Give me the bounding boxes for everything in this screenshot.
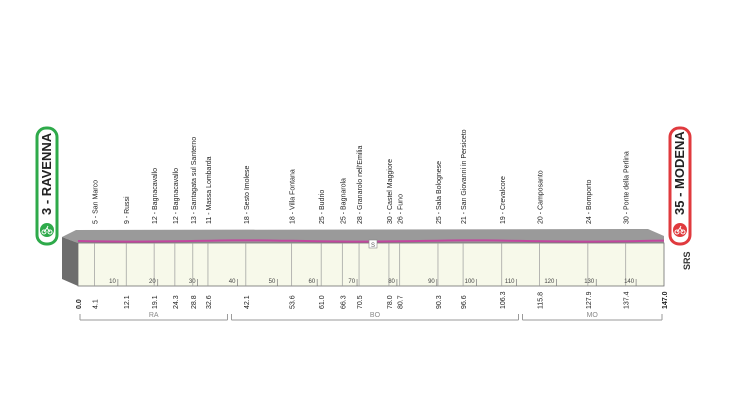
distance-label: 115.8 [538,292,545,309]
sprint-icon: S [368,239,378,249]
checkpoint-labels: 5 - San Marco 9 - Russi 12 - Bagnacavallo 1… [92,129,630,224]
finish-badge: 35 - MODENA [668,126,692,246]
checkpoint-label: 18 - Sesto Imolese [244,166,251,224]
tick-label: 30 [189,279,196,285]
checkpoint-label: 18 - Villa Fontana [290,169,297,224]
checkpoint-label: 12 - Bagnacavallo [173,168,180,224]
checkpoint-label: 24 - Bomporto [586,180,593,224]
distance-label: 96.6 [461,295,468,309]
checkpoint-label: 25 - Budrio [319,190,326,224]
bike-icon [41,225,53,235]
distance-label: 90.3 [436,295,443,309]
logo-srs: SRS [682,251,692,270]
tick-label: 60 [308,279,315,285]
terrain-top-face [62,229,664,243]
tick-label: 20 [149,279,156,285]
checkpoint-label: 9 - Russi [124,196,131,224]
tick-label: 110 [505,279,515,285]
distance-label: 61.0 [319,295,326,309]
svg-text:S: S [371,243,375,249]
checkpoint-label: 20 - Camposanto [538,170,545,224]
bike-icon [674,225,686,235]
tick-label: 10 [109,279,116,285]
axis-ticks: 10 20 30 40 50 60 70 80 90 100 110 120 130 140 [109,279,637,286]
tick-label: 70 [348,279,355,285]
checkpoint-label: 11 - Massa Lombarda [206,156,213,224]
distance-label: 106.3 [500,291,507,309]
distance-label: 66.3 [340,295,347,309]
distance-label: 12.1 [124,295,131,309]
tick-label: 40 [229,279,236,285]
tick-label: 80 [388,279,395,285]
distance-label: 70.5 [357,295,364,309]
tick-label: 50 [269,279,276,285]
distance-labels: 0.0 4.1 12.1 19.1 24.3 28.8 32.6 42.1 53.6 61.0 66… [76,291,669,309]
checkpoint-label: 30 - Castel Maggiore [387,159,394,224]
checkpoint-label: 19 - Crevalcore [500,176,507,224]
province-label: MO [587,312,599,319]
checkpoint-label: 13 - Santagata sul Santerno [191,137,198,224]
tick-label: 130 [584,279,595,285]
checkpoint-label: 12 - Bagnacavallo [152,168,159,224]
distance-label: 127.9 [586,291,593,309]
checkpoint-label: 26 - Funo [398,194,405,224]
distance-label: 137.4 [624,291,631,309]
checkpoint-label: 28 - Granarolo nell'Emilia [357,146,364,224]
province-label: RA [149,312,159,319]
distance-label: 78.0 [387,295,394,309]
checkpoint-label: 30 - Ponte della Perlina [624,151,631,224]
distance-label: 28.8 [191,295,198,309]
terrain-left-face [62,237,78,286]
distance-label: 32.6 [206,295,213,309]
distance-label: 4.1 [92,299,99,309]
start-city-label: 3 - RAVENNA [39,132,54,215]
tick-label: 100 [465,279,476,285]
distance-label: 147.0 [662,291,669,309]
tick-label: 120 [544,279,555,285]
distance-label: 19.1 [152,295,159,309]
distance-label: 80.7 [398,295,405,309]
province-label: BO [370,312,381,319]
distance-label: 24.3 [173,295,180,309]
tick-label: 90 [428,279,435,285]
checkpoint-lines [93,243,627,286]
finish-city-label: 35 - MODENA [672,131,687,215]
checkpoint-label: 25 - Bagnarola [340,178,347,224]
distance-label: 0.0 [76,299,83,309]
checkpoint-label: 25 - Sala Bolognese [436,161,443,224]
tick-label: 140 [624,279,635,285]
checkpoint-label: 21 - San Giovanni in Persiceto [461,129,468,224]
terrain-front-face [77,242,665,287]
distance-label: 42.1 [244,295,251,309]
distance-label: 53.6 [290,295,297,309]
checkpoint-label: 5 - San Marco [92,180,99,224]
start-badge: 3 - RAVENNA [35,126,59,246]
province-bands: RA BO MO [79,312,663,321]
